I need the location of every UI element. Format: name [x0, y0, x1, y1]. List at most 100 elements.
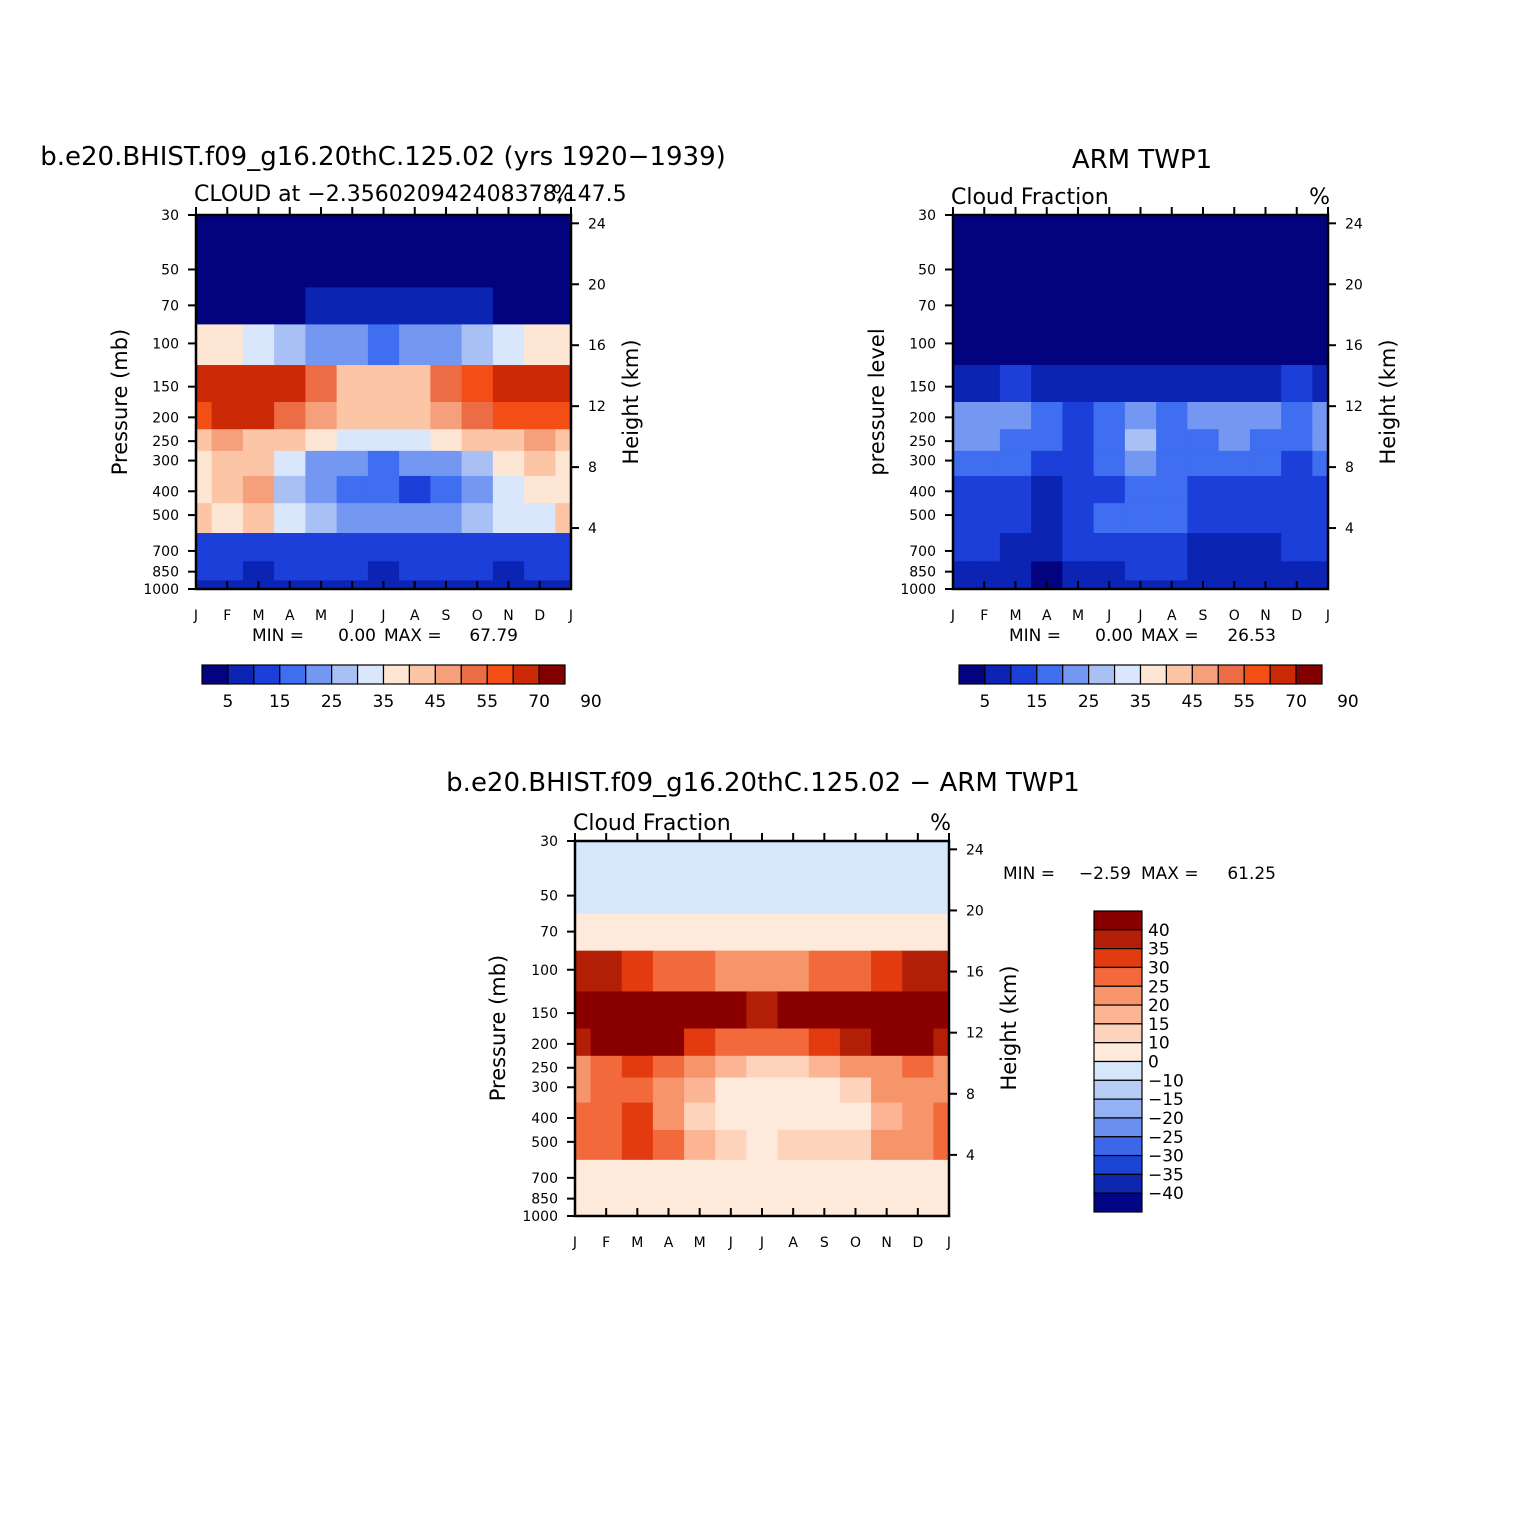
heatmap-cell: [211, 242, 244, 289]
heatmap-cell: [902, 950, 935, 993]
heatmap-cell: [492, 475, 525, 504]
heatmap-cell: [953, 242, 970, 289]
x-tick-label: M: [252, 608, 264, 624]
heatmap-cell: [590, 1028, 623, 1057]
colorbar-swatch: [1093, 1098, 1143, 1119]
x-tick-label: A: [1042, 608, 1052, 624]
heatmap-cell: [777, 1055, 810, 1079]
y-tick-label: 200: [152, 410, 179, 426]
heatmap-cell: [305, 324, 338, 366]
heatmap-cell: [1156, 287, 1188, 325]
heatmap-cell: [399, 450, 431, 477]
heatmap-cell: [1281, 475, 1313, 504]
heatmap-cell: [746, 1028, 779, 1057]
heatmap-cell: [968, 324, 1001, 366]
heatmap-cell: [871, 1188, 903, 1208]
heatmap-cell: [839, 1102, 872, 1131]
heatmap-cell: [305, 287, 338, 325]
heatmap-cell: [902, 1102, 935, 1131]
heatmap-cell: [808, 1159, 841, 1189]
heatmap-cell: [715, 1188, 748, 1208]
heatmap-cell: [777, 1102, 810, 1131]
heatmap-cell: [933, 1129, 949, 1161]
heatmap-cell: [274, 324, 306, 366]
heatmap-cell: [777, 1028, 810, 1057]
heatmap-cell: [715, 1028, 748, 1057]
heatmap-cell: [1124, 365, 1157, 403]
x-tick-label: J: [349, 608, 354, 624]
x-tick-label: S: [442, 608, 451, 624]
colorbar-label: −30: [1148, 1147, 1184, 1167]
heatmap-cell: [1312, 365, 1328, 403]
heatmap-cell: [492, 215, 525, 243]
y-right-tick-label: 12: [1345, 399, 1363, 415]
heatmap-cell: [953, 503, 970, 534]
x-tick-label: J: [946, 1235, 951, 1251]
x-tick-label: S: [820, 1235, 829, 1251]
heatmap-cell: [399, 475, 431, 504]
heatmap-cell: [274, 503, 306, 534]
heatmap-cell: [1281, 324, 1313, 366]
heatmap-cell: [746, 1129, 779, 1161]
heatmap-cell: [999, 402, 1032, 430]
y-right-tick-label: 20: [966, 903, 984, 919]
heatmap-cell: [1281, 429, 1313, 452]
heatmap-cell: [1187, 450, 1220, 477]
colorbar-swatch: [331, 664, 359, 685]
heatmap-cell: [684, 913, 716, 952]
heatmap-cell: [211, 450, 244, 477]
colorbar-swatch: [1093, 1042, 1143, 1063]
heatmap-cell: [524, 561, 556, 581]
x-tick-label: M: [1072, 608, 1084, 624]
heatmap-cell: [902, 1055, 935, 1079]
heatmap-cell: [999, 429, 1032, 452]
heatmap-cell: [196, 475, 213, 504]
heatmap-cell: [715, 1102, 748, 1131]
x-tick-label: A: [285, 608, 295, 624]
heatmap-cell: [652, 913, 685, 952]
heatmap-cell: [336, 287, 369, 325]
y-right-tick-label: 16: [1345, 338, 1363, 354]
panel-obs-colorbar: 5 15 25 35 45 55 70 90: [958, 664, 1359, 712]
colorbar-swatch: [1093, 1192, 1143, 1213]
heatmap-cell: [902, 1077, 935, 1104]
y-tick-label: 850: [909, 565, 936, 581]
heatmap-cell: [839, 1129, 872, 1161]
heatmap-cell: [590, 991, 623, 1030]
y-right-tick-label: 16: [966, 965, 984, 981]
heatmap-cell: [1312, 215, 1328, 243]
y-tick-label: 150: [909, 380, 936, 396]
colorbar-label: 45: [1182, 692, 1204, 712]
heatmap-cell: [621, 1077, 654, 1104]
heatmap-cell: [684, 1129, 716, 1161]
heatmap-cell: [1031, 561, 1063, 581]
heatmap-cell: [953, 324, 970, 366]
heatmap-cell: [555, 287, 571, 325]
heatmap-cell: [1031, 450, 1063, 477]
heatmap-cell: [871, 1077, 903, 1104]
colorbar-label: 25: [1078, 692, 1100, 712]
heatmap-cell: [1249, 287, 1282, 325]
colorbar-label: 90: [580, 692, 602, 712]
colorbar-label: 25: [1148, 977, 1170, 997]
y-tick-label: 150: [152, 380, 179, 396]
heatmap-cell: [621, 1159, 654, 1189]
heatmap-cell: [839, 1159, 872, 1189]
heatmap-cell: [461, 402, 494, 430]
panel-model-ylabel: Pressure (mb): [108, 329, 132, 476]
y-tick-label: 200: [531, 1037, 558, 1053]
colorbar-swatch: [1036, 664, 1064, 685]
heatmap-cell: [305, 242, 338, 289]
heatmap-cell: [999, 287, 1032, 325]
heatmap-cell: [1312, 429, 1328, 452]
heatmap-cell: [336, 475, 369, 504]
heatmap-cell: [461, 429, 494, 452]
heatmap-cell: [555, 561, 571, 581]
heatmap-cell: [575, 1159, 592, 1189]
heatmap-cell: [933, 841, 949, 869]
y-tick-label: 500: [909, 508, 936, 524]
heatmap-cell: [430, 533, 463, 562]
heatmap-cell: [1093, 475, 1126, 504]
